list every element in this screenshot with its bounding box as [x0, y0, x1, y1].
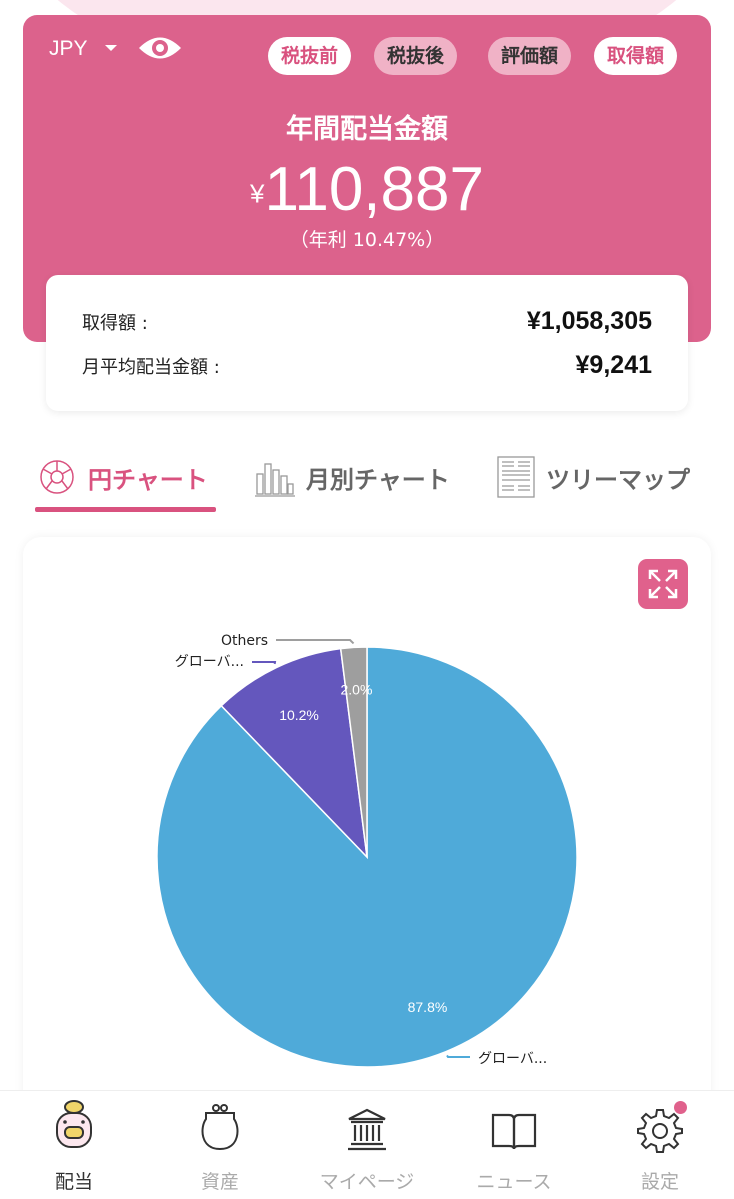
- toggle-post-tax[interactable]: 税抜後: [374, 37, 458, 75]
- purse-icon: [201, 1104, 239, 1151]
- active-tab-indicator: [35, 507, 216, 512]
- nav-label: 配当: [54, 1171, 93, 1193]
- pie-chart-icon: [40, 460, 74, 494]
- yen-sign: ¥: [250, 178, 265, 209]
- tab-label: 月別チャート: [306, 465, 450, 494]
- currency-selector[interactable]: JPY: [49, 37, 88, 60]
- annual-dividend-amount: ¥110,887: [23, 155, 711, 229]
- nav-assets[interactable]: 資産: [160, 1091, 280, 1194]
- tab-label: 円チャート: [88, 465, 208, 494]
- bank-building-icon: [348, 1108, 386, 1151]
- monthly-average-label: 月平均配当金額 :: [82, 356, 220, 378]
- gear-icon: [637, 1109, 683, 1153]
- acquisition-label: 取得額 :: [82, 312, 148, 334]
- bottom-nav: 配当 資産 マイページ ニュース 設定: [0, 1090, 734, 1199]
- notification-badge: [674, 1101, 687, 1114]
- piggy-bank-icon: [56, 1100, 92, 1148]
- toggle-pre-tax[interactable]: 税抜前: [268, 37, 352, 75]
- monthly-average-value: ¥9,241: [575, 351, 652, 379]
- expand-icon: [648, 569, 678, 599]
- expand-button[interactable]: [638, 559, 688, 609]
- nav-news[interactable]: ニュース: [454, 1091, 574, 1194]
- toggle-acquisition[interactable]: 取得額: [594, 37, 678, 75]
- toggle-valuation[interactable]: 評価額: [488, 37, 572, 75]
- tab-label: ツリーマップ: [546, 465, 690, 494]
- caret-down-icon[interactable]: [105, 45, 117, 51]
- eye-icon[interactable]: [137, 33, 183, 63]
- summary-card: 取得額 : ¥1,058,305 月平均配当金額 : ¥9,241: [46, 275, 688, 411]
- annual-yield: （年利 10.47%）: [289, 229, 445, 251]
- tab-treemap[interactable]: ツリーマップ: [496, 452, 690, 502]
- amount-value: 110,887: [264, 155, 484, 224]
- annual-dividend-title: 年間配当金額: [286, 114, 448, 145]
- chart-panel: [23, 537, 711, 1137]
- nav-label: ニュース: [476, 1171, 552, 1193]
- bar-chart-icon: [255, 463, 295, 497]
- tab-pie-chart[interactable]: 円チャート: [36, 452, 208, 502]
- nav-settings[interactable]: 設定: [600, 1091, 720, 1194]
- nav-label: マイページ: [319, 1171, 415, 1193]
- tab-monthly-chart[interactable]: 月別チャート: [254, 452, 450, 502]
- nav-label: 資産: [200, 1171, 239, 1193]
- book-icon: [491, 1113, 537, 1150]
- nav-mypage[interactable]: マイページ: [307, 1091, 427, 1194]
- acquisition-value: ¥1,058,305: [526, 307, 652, 335]
- nav-dividend[interactable]: 配当: [14, 1091, 134, 1194]
- nav-label: 設定: [640, 1171, 679, 1193]
- treemap-icon: [497, 456, 535, 498]
